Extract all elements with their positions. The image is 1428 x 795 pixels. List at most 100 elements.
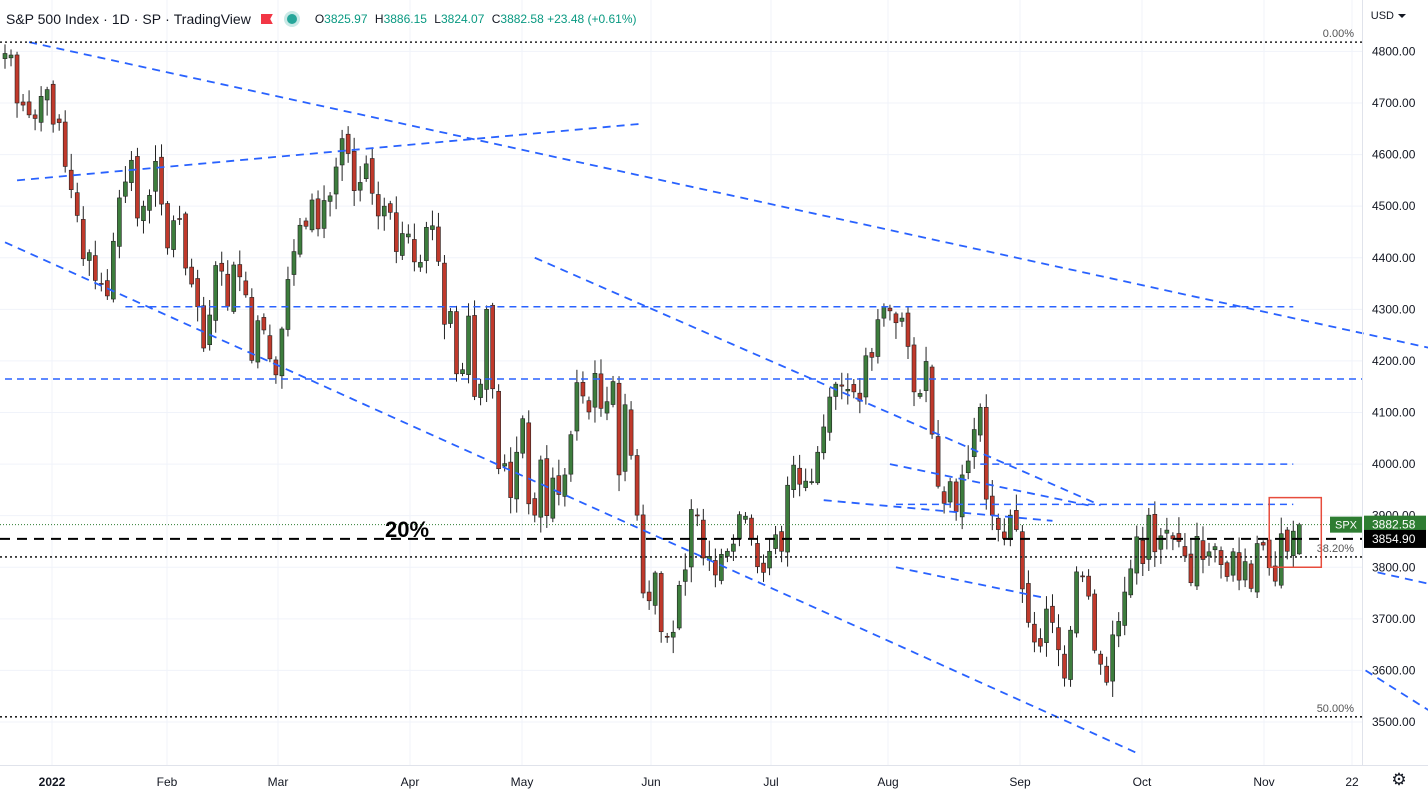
candle-body bbox=[1146, 514, 1152, 560]
candle-body bbox=[219, 262, 225, 272]
price-tick-label: 3800.00 bbox=[1372, 560, 1416, 574]
candle-body bbox=[887, 307, 893, 312]
candle-body bbox=[1128, 568, 1134, 596]
price-tick-label: 3500.00 bbox=[1372, 715, 1416, 729]
candle-body bbox=[141, 205, 146, 222]
candle-body bbox=[1254, 543, 1260, 593]
candle-body bbox=[279, 328, 285, 377]
high-label: H bbox=[374, 12, 384, 26]
fib-level-label: 0.00% bbox=[1323, 28, 1354, 40]
time-tick-label: Nov bbox=[1253, 775, 1274, 789]
candle-body bbox=[827, 396, 833, 433]
candle-body bbox=[406, 233, 411, 238]
candle-body bbox=[291, 251, 297, 275]
candle-body bbox=[1068, 629, 1073, 680]
candle-body bbox=[953, 481, 959, 512]
candle-body bbox=[412, 239, 417, 263]
fib-level-label: 50.00% bbox=[1317, 703, 1355, 715]
gear-icon[interactable]: ⚙ bbox=[1391, 770, 1407, 789]
candle-body bbox=[496, 390, 501, 470]
low-value: 3824.07 bbox=[440, 12, 485, 26]
candle-body bbox=[731, 543, 736, 552]
candle-body bbox=[44, 89, 50, 101]
candle-body bbox=[935, 436, 941, 487]
candle-body bbox=[436, 226, 441, 262]
candle-body bbox=[755, 543, 760, 568]
candle-body bbox=[466, 315, 471, 375]
flag-icon[interactable] bbox=[260, 14, 273, 24]
candle-body bbox=[56, 118, 62, 123]
candle-body bbox=[62, 121, 68, 167]
candle-body bbox=[1026, 583, 1031, 623]
candle-body bbox=[1098, 653, 1103, 665]
candle-body bbox=[171, 220, 176, 250]
symbol-tag bbox=[1330, 516, 1362, 533]
candle-body bbox=[195, 278, 200, 308]
candle-body bbox=[845, 388, 851, 392]
ohlc-values: O3825.97 H3886.15 L3824.07 C3882.58 +23.… bbox=[311, 12, 637, 26]
candle-body bbox=[737, 514, 742, 540]
candle-body bbox=[249, 297, 255, 361]
trendline bbox=[4, 241, 1138, 754]
currency-selector[interactable]: USD bbox=[1371, 10, 1406, 22]
candle-body bbox=[947, 481, 953, 503]
candle-body bbox=[321, 200, 327, 229]
candle-body bbox=[1116, 621, 1121, 637]
candle-body bbox=[1272, 565, 1278, 582]
last-price-label: 3882.58 bbox=[1372, 518, 1416, 532]
candle-body bbox=[556, 475, 562, 495]
symbol-name[interactable]: S&P 500 Index bbox=[6, 11, 100, 27]
candle-body bbox=[839, 384, 845, 387]
candle-body bbox=[971, 429, 977, 457]
candle-body bbox=[863, 355, 869, 398]
exchange-label: SP bbox=[142, 11, 162, 27]
market-status-icon[interactable] bbox=[286, 14, 297, 24]
candle-body bbox=[20, 101, 26, 106]
candle-body bbox=[1200, 540, 1206, 560]
candle-body bbox=[460, 369, 465, 374]
candle-body bbox=[779, 531, 784, 552]
candle-body bbox=[490, 305, 495, 390]
candle-body bbox=[923, 361, 929, 391]
candle-body bbox=[117, 197, 122, 247]
candle-body bbox=[1236, 552, 1242, 581]
interval-label[interactable]: 1D bbox=[111, 11, 130, 27]
candle-body bbox=[1158, 535, 1164, 550]
candle-body bbox=[1206, 551, 1212, 557]
candle-body bbox=[580, 381, 586, 397]
time-tick-label: Aug bbox=[877, 775, 898, 789]
trendline bbox=[16, 122, 644, 182]
candle-body bbox=[375, 194, 381, 217]
open-label: O bbox=[314, 12, 325, 26]
low-label: L bbox=[434, 12, 441, 26]
candle-body bbox=[32, 114, 38, 119]
candle-body bbox=[610, 381, 616, 405]
candle-body bbox=[670, 631, 676, 638]
candle-body bbox=[989, 495, 995, 516]
candle-body bbox=[400, 233, 405, 256]
candle-body bbox=[719, 554, 724, 581]
candle-body bbox=[442, 262, 447, 325]
candle-body bbox=[797, 467, 802, 485]
candle-body bbox=[1134, 536, 1140, 574]
candle-body bbox=[1074, 571, 1079, 634]
highlight-box bbox=[1268, 496, 1323, 568]
candle-body bbox=[237, 264, 243, 278]
candle-body bbox=[369, 158, 375, 194]
candle-body bbox=[123, 181, 128, 197]
candle-body bbox=[502, 463, 507, 467]
candle-body bbox=[1020, 531, 1025, 590]
time-tick-label: 22 bbox=[1345, 775, 1359, 789]
price-tick-label: 4000.00 bbox=[1372, 457, 1416, 471]
candle-body bbox=[1044, 608, 1049, 643]
candle-body bbox=[586, 400, 592, 413]
candle-body bbox=[201, 305, 206, 349]
candle-body bbox=[159, 156, 164, 205]
price-tick-label: 3600.00 bbox=[1372, 663, 1416, 677]
change-value: +23.48 (+0.61%) bbox=[547, 12, 637, 26]
candle-body bbox=[345, 133, 351, 154]
candle-body bbox=[153, 160, 158, 192]
candle-body bbox=[616, 382, 622, 476]
candle-body bbox=[1176, 533, 1182, 542]
